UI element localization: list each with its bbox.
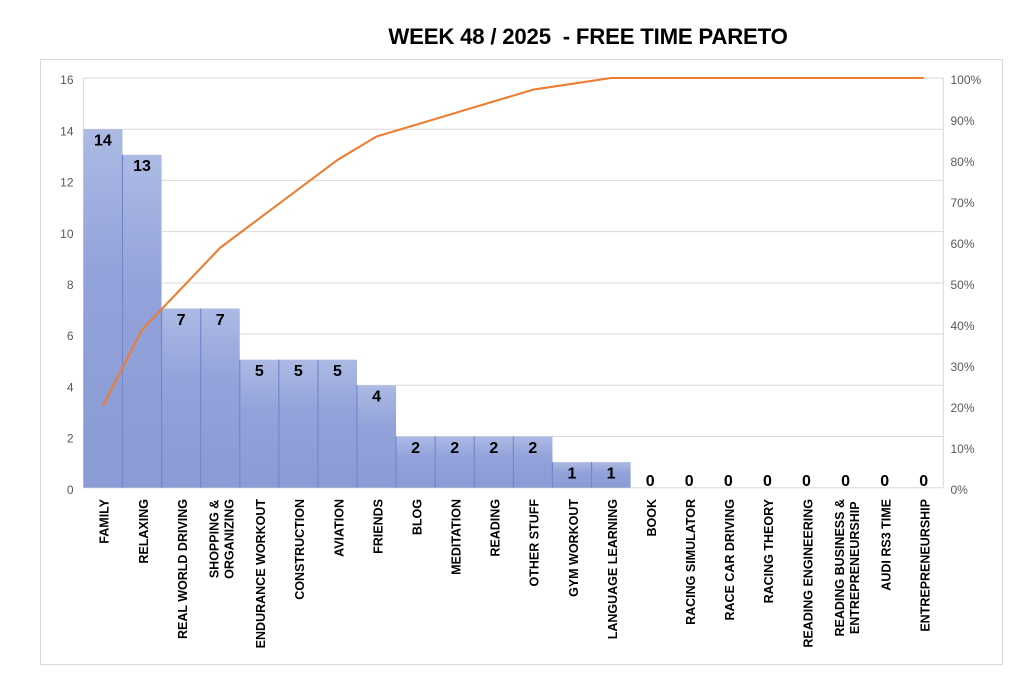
svg-text:50%: 50% xyxy=(951,278,975,292)
svg-text:7: 7 xyxy=(177,312,186,329)
svg-text:BLOG: BLOG xyxy=(410,499,424,535)
svg-text:16: 16 xyxy=(60,73,74,87)
svg-text:RACING SIMULATOR: RACING SIMULATOR xyxy=(684,499,698,625)
svg-text:10%: 10% xyxy=(951,442,975,456)
svg-text:1: 1 xyxy=(607,465,616,482)
svg-text:ENTREPRENEURSHIP: ENTREPRENEURSHIP xyxy=(848,501,862,634)
svg-text:ENDURANCE WORKOUT: ENDURANCE WORKOUT xyxy=(254,499,268,649)
svg-text:SHOPPING &: SHOPPING & xyxy=(208,500,222,579)
svg-text:READING BUSINESS &: READING BUSINESS & xyxy=(833,499,847,637)
svg-text:AUDI RS3 TIME: AUDI RS3 TIME xyxy=(879,499,893,591)
svg-text:80%: 80% xyxy=(951,155,975,169)
svg-text:0: 0 xyxy=(919,473,928,490)
svg-text:4: 4 xyxy=(372,389,381,406)
svg-text:0: 0 xyxy=(841,473,850,490)
svg-text:90%: 90% xyxy=(951,114,975,128)
svg-text:FRIENDS: FRIENDS xyxy=(371,499,385,554)
svg-text:GYM WORKOUT: GYM WORKOUT xyxy=(567,499,581,597)
svg-text:0: 0 xyxy=(646,473,655,490)
svg-text:FAMILY: FAMILY xyxy=(98,498,112,543)
svg-text:0: 0 xyxy=(67,483,74,497)
svg-text:BOOK: BOOK xyxy=(645,499,659,537)
svg-text:MEDITATION: MEDITATION xyxy=(450,499,464,575)
svg-text:30%: 30% xyxy=(951,360,975,374)
svg-text:6: 6 xyxy=(67,329,74,343)
svg-text:2: 2 xyxy=(67,432,74,446)
svg-text:12: 12 xyxy=(60,176,74,190)
svg-text:LANGUAGE LEARNING: LANGUAGE LEARNING xyxy=(606,499,620,639)
svg-text:60%: 60% xyxy=(951,237,975,251)
svg-text:40%: 40% xyxy=(951,319,975,333)
svg-text:2: 2 xyxy=(528,440,537,457)
svg-text:AVIATION: AVIATION xyxy=(332,499,346,557)
svg-text:100%: 100% xyxy=(951,73,982,87)
svg-text:5: 5 xyxy=(333,363,342,380)
svg-text:RACING THEORY: RACING THEORY xyxy=(762,498,776,603)
svg-text:2: 2 xyxy=(489,440,498,457)
svg-text:14: 14 xyxy=(94,133,112,150)
svg-text:CONSTRUCTION: CONSTRUCTION xyxy=(293,499,307,600)
svg-text:20%: 20% xyxy=(951,401,975,415)
svg-text:8: 8 xyxy=(67,278,74,292)
svg-text:1: 1 xyxy=(568,465,577,482)
svg-text:14: 14 xyxy=(60,124,74,138)
svg-text:0%: 0% xyxy=(951,483,969,497)
svg-text:5: 5 xyxy=(294,363,303,380)
svg-text:RACE CAR DRIVING: RACE CAR DRIVING xyxy=(723,499,737,621)
svg-text:OTHER STUFF: OTHER STUFF xyxy=(528,499,542,587)
svg-text:READING ENGINEERING: READING ENGINEERING xyxy=(801,499,815,648)
svg-text:0: 0 xyxy=(802,473,811,490)
svg-text:ENTREPRENEURSHIP: ENTREPRENEURSHIP xyxy=(919,499,933,632)
svg-text:70%: 70% xyxy=(951,196,975,210)
svg-text:0: 0 xyxy=(724,473,733,490)
svg-text:REAL WORLD DRIVING: REAL WORLD DRIVING xyxy=(176,499,190,639)
svg-text:0: 0 xyxy=(880,473,889,490)
svg-text:2: 2 xyxy=(450,440,459,457)
svg-text:ORGANIZING: ORGANIZING xyxy=(223,499,237,579)
svg-text:0: 0 xyxy=(763,473,772,490)
svg-text:0: 0 xyxy=(685,473,694,490)
svg-text:READING: READING xyxy=(489,499,503,557)
svg-text:RELAXING: RELAXING xyxy=(137,499,151,564)
svg-text:10: 10 xyxy=(60,227,74,241)
svg-text:5: 5 xyxy=(255,363,264,380)
svg-text:13: 13 xyxy=(133,158,151,175)
svg-text:2: 2 xyxy=(411,440,420,457)
svg-text:4: 4 xyxy=(67,380,74,394)
svg-text:7: 7 xyxy=(216,312,225,329)
